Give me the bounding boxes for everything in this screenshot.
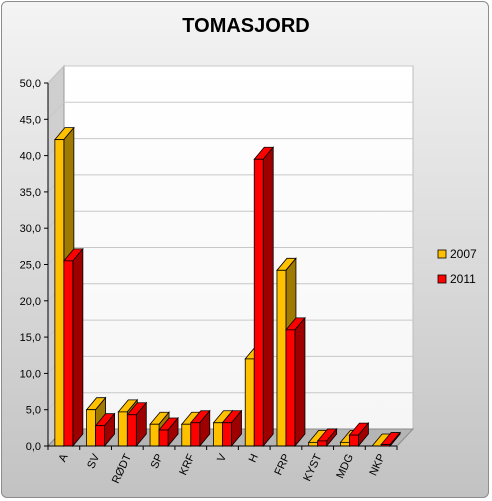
- x-tick-label: MDG: [334, 452, 356, 480]
- y-axis: 0,0 5,0 10,0 15,0 20,0 25,0 30,0 35,0 40,0 45,0 50…: [20, 78, 49, 453]
- legend-swatch: [437, 249, 447, 259]
- bar-side-face: [262, 146, 274, 448]
- y-tick-label: 40,0: [20, 151, 41, 163]
- x-axis: A SV RØDT SP KRF V H FRP KYST MDG NKP: [47, 445, 398, 486]
- bar-2011-SV: [94, 412, 116, 448]
- x-tick-label: A: [57, 452, 71, 464]
- bar-front-face: [244, 358, 255, 447]
- bar-front-face: [317, 440, 328, 447]
- y-tick-label: 50,0: [20, 78, 41, 90]
- y-tick-label: 15,0: [20, 332, 41, 344]
- y-tick-label: 20,0: [20, 296, 41, 308]
- bar-front-face: [253, 158, 264, 447]
- bars: [54, 126, 401, 448]
- bar-2011-NKP: [380, 431, 401, 448]
- legend-swatch: [437, 274, 447, 284]
- y-tick-label: 5,0: [26, 405, 41, 417]
- y-tick-label: 30,0: [20, 223, 41, 235]
- bar-2011-MDG: [348, 422, 370, 448]
- y-tick-label: 25,0: [20, 260, 41, 272]
- x-tick-label: KRF: [177, 452, 197, 477]
- y-tick-label: 10,0: [20, 368, 41, 380]
- x-tick-label: V: [215, 452, 229, 464]
- x-tick-label: SV: [85, 452, 102, 471]
- legend-label: 2011: [450, 272, 476, 286]
- y-tick-label: 45,0: [20, 114, 41, 126]
- bar-2011-KRF: [189, 409, 211, 448]
- bar-front-face: [190, 422, 201, 447]
- bar-front-face: [149, 423, 160, 447]
- x-tick-label: SP: [149, 452, 166, 470]
- bar-front-face: [126, 414, 137, 447]
- x-tick-label: FRP: [273, 452, 293, 477]
- x-tick-label: H: [247, 452, 261, 464]
- bar-2011-KYST: [316, 427, 338, 448]
- bar-front-face: [158, 429, 169, 447]
- chart-title: TOMASJORD: [182, 15, 309, 37]
- bar-front-face: [340, 441, 350, 447]
- bar-side-face: [294, 316, 306, 448]
- bar-2011-FRP: [285, 316, 306, 448]
- bar-front-face: [117, 411, 128, 447]
- bar-front-face: [276, 269, 287, 447]
- bar-2011-V: [221, 409, 243, 448]
- x-tick-label: NKP: [367, 452, 387, 478]
- y-tick-label: 35,0: [20, 187, 41, 199]
- bar-front-face: [86, 409, 96, 447]
- bar-front-face: [181, 423, 192, 447]
- bar-front-face: [95, 425, 105, 447]
- bar-front-face: [222, 422, 232, 447]
- x-tick-label: KYST: [301, 452, 324, 483]
- bar-side-face: [72, 247, 84, 448]
- bar-2011-H: [253, 146, 275, 448]
- bar-front-face: [54, 139, 65, 447]
- legend: 2007 2011: [437, 247, 477, 286]
- bar-2011-SP: [158, 416, 179, 448]
- legend-label: 2007: [450, 247, 477, 261]
- bar-front-face: [213, 422, 223, 447]
- bar-front-face: [349, 434, 359, 447]
- gridline-side: [47, 65, 65, 84]
- x-tick-label: RØDT: [110, 452, 134, 486]
- bar-front-face: [308, 441, 319, 447]
- bar-front-face: [285, 329, 296, 447]
- y-tick-label: 0,0: [26, 441, 41, 453]
- bar-front-face: [63, 260, 74, 447]
- gridline-side: [47, 101, 65, 120]
- bar-2011-RØDT: [126, 401, 148, 448]
- plot-walls: [46, 64, 415, 448]
- bar-2011-A: [63, 247, 84, 448]
